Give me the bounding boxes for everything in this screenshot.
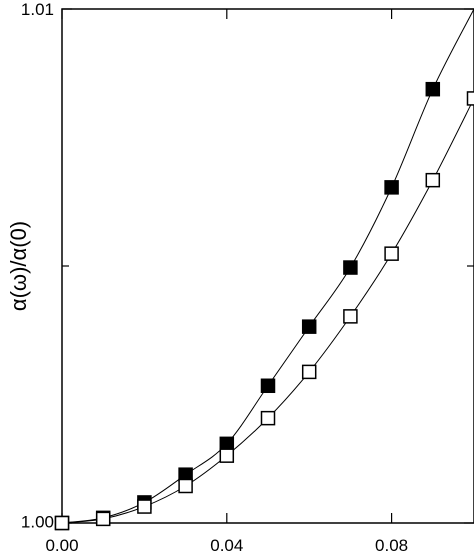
x-tick-label: 0.00 bbox=[45, 536, 78, 555]
plot-frame bbox=[61, 8, 474, 524]
filled-square-point bbox=[384, 180, 399, 195]
series-curves bbox=[61, 8, 474, 524]
filled-square-point bbox=[425, 81, 441, 97]
series-line-1 bbox=[61, 8, 474, 524]
x-tick-label: 0.04 bbox=[210, 536, 243, 555]
series-line-2 bbox=[61, 98, 474, 524]
filled-square-point bbox=[343, 260, 358, 275]
x-tick-label: 0.08 bbox=[375, 536, 408, 555]
filled-square-point bbox=[301, 319, 317, 334]
axis-ticks bbox=[61, 8, 474, 524]
y-tick-label: 1.00 bbox=[21, 512, 54, 531]
open-square-point bbox=[54, 515, 70, 531]
open-square-point bbox=[260, 410, 276, 426]
open-square-point bbox=[178, 478, 193, 494]
open-square-point bbox=[425, 172, 441, 188]
y-axis-label: α(ω)/α(0) bbox=[6, 221, 31, 311]
y-tick-label: 1.01 bbox=[21, 0, 54, 19]
series-markers bbox=[54, 81, 474, 531]
open-square-point bbox=[466, 91, 474, 106]
filled-square-point bbox=[219, 436, 235, 452]
open-square-point bbox=[384, 246, 399, 261]
filled-square-point bbox=[260, 378, 276, 394]
open-square-point bbox=[301, 364, 317, 380]
open-square-point bbox=[343, 309, 358, 324]
open-square-point bbox=[95, 511, 111, 527]
tick-labels: 0.00 0.04 0.08 1.00 1.01 bbox=[21, 0, 408, 555]
open-square-point bbox=[137, 499, 152, 514]
open-square-point bbox=[219, 448, 235, 463]
